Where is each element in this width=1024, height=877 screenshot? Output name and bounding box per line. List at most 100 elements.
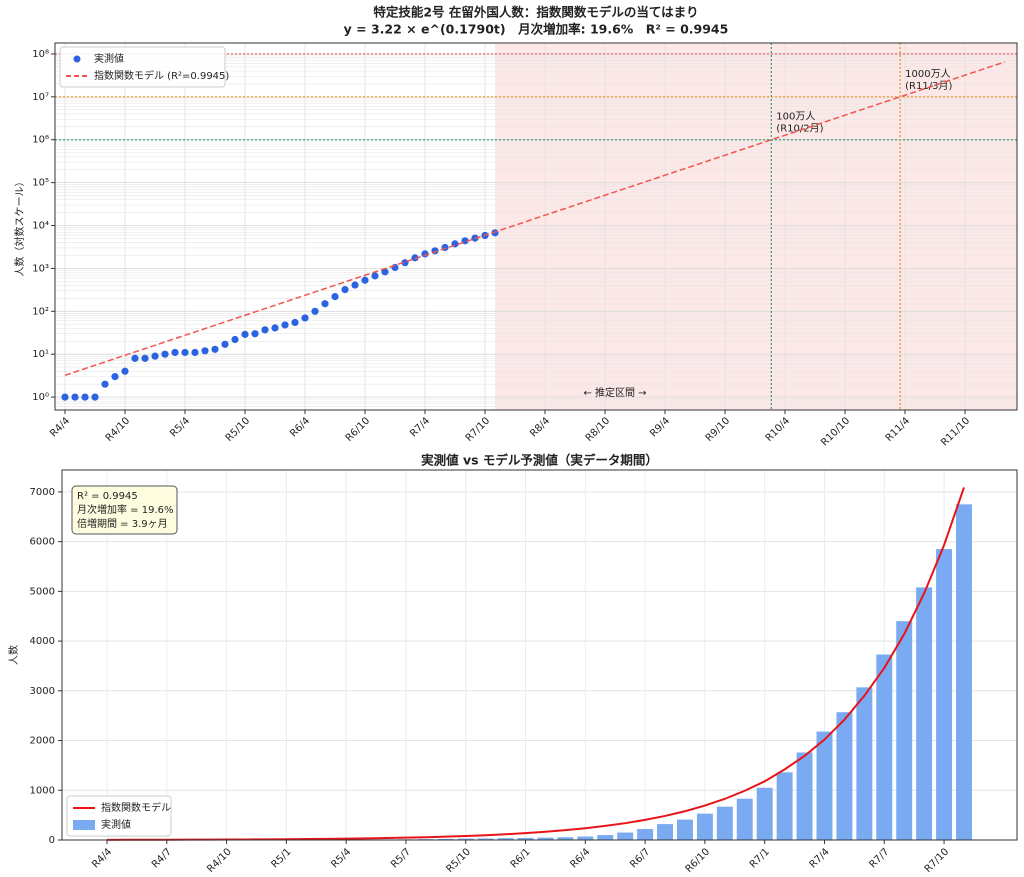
bar (776, 772, 793, 840)
bar (936, 549, 953, 840)
data-point (191, 348, 199, 357)
bar (637, 829, 654, 840)
bar (617, 832, 634, 840)
model-line (64, 61, 1006, 377)
stats-box (71, 485, 178, 535)
y-tick-label: 10⁷ (32, 92, 49, 103)
chart-subtitle: y = 3.22 × e^(0.1790t) 月次増加率: 19.6% R² =… (344, 22, 729, 37)
data-point (281, 321, 289, 329)
bar (557, 837, 574, 840)
x-tick-label: R4/4 (90, 846, 114, 870)
x-tick-label: R4/10 (104, 415, 133, 444)
y-tick-label: 10¹ (32, 349, 49, 360)
x-tick-label: R11/10 (939, 415, 972, 448)
y-axis-label: 人数 (7, 645, 20, 665)
stats-line: 月次増加率 = 19.6% (77, 503, 174, 516)
region-label: ← 推定区間 → (583, 386, 646, 399)
y-tick-label: 3000 (30, 686, 55, 697)
data-point (421, 250, 429, 258)
x-tick-label: R10/4 (764, 415, 793, 444)
x-tick-label: R6/7 (628, 846, 652, 870)
data-point (381, 268, 389, 276)
x-tick-label: R9/4 (648, 415, 672, 439)
y-tick-label: 10² (32, 306, 49, 317)
bar (577, 836, 594, 840)
data-point (371, 272, 379, 280)
x-tick-label: R5/10 (444, 846, 473, 875)
bar (457, 838, 474, 840)
y-tick-label: 10⁵ (32, 178, 49, 189)
data-point (361, 276, 369, 284)
legend-marker (73, 55, 81, 63)
bar (956, 504, 972, 840)
data-point (231, 335, 239, 344)
x-tick-label: R8/10 (584, 415, 613, 444)
y-tick-label: 7000 (30, 487, 55, 498)
model-line (106, 487, 965, 841)
x-tick-label: R7/4 (808, 846, 832, 870)
data-point (61, 393, 69, 401)
x-tick-label: R4/10 (205, 846, 234, 875)
data-point (321, 300, 329, 308)
x-tick-label: R6/10 (344, 415, 373, 444)
data-point (291, 318, 299, 327)
plot-frame (54, 42, 1018, 411)
bar (657, 824, 674, 840)
legend-label: 実測値 (94, 52, 124, 65)
legend-label: 実測値 (101, 818, 131, 831)
bar (836, 712, 853, 840)
data-point (341, 286, 349, 294)
bar (676, 819, 693, 840)
data-point (211, 345, 219, 353)
x-tick-label: R6/4 (288, 415, 312, 439)
y-tick-label: 6000 (30, 537, 55, 548)
crossing-label: 1000万人 (905, 68, 950, 80)
data-point (221, 340, 229, 348)
legend-label: 指数関数モデル (101, 801, 171, 814)
x-tick-label: R5/1 (270, 846, 294, 870)
data-point (311, 307, 319, 315)
x-tick-label: R7/7 (867, 846, 891, 870)
bar (517, 837, 534, 840)
x-tick-label: R4/4 (48, 415, 72, 439)
estimate-region (495, 43, 1017, 410)
data-point (251, 330, 259, 338)
data-point (111, 373, 119, 381)
crossing-label: 100万人 (776, 111, 815, 123)
y-axis-label: 人数（対数スケール） (13, 177, 26, 277)
y-tick-label: 5000 (30, 586, 55, 597)
y-tick-label: 10⁸ (32, 49, 49, 60)
x-tick-label: R4/7 (150, 846, 174, 870)
x-tick-label: R7/10 (464, 415, 493, 444)
bar (896, 621, 913, 840)
stats-line: 倍増期間 = 3.9ヶ月 (77, 517, 168, 530)
x-tick-label: R10/10 (819, 415, 852, 448)
y-tick-label: 2000 (30, 736, 55, 747)
data-point (351, 281, 359, 289)
x-tick-label: R11/4 (884, 415, 913, 444)
x-tick-label: R8/4 (528, 415, 552, 439)
data-point (71, 393, 79, 401)
bar (477, 838, 494, 840)
bar (876, 654, 893, 840)
x-tick-label: R7/4 (408, 415, 432, 439)
bar (497, 838, 514, 840)
data-point (81, 393, 89, 401)
bar (756, 787, 773, 840)
bar (736, 798, 753, 840)
legend-box (59, 46, 226, 88)
data-point (151, 352, 159, 360)
bar (537, 837, 554, 840)
bar (856, 687, 873, 840)
data-point (101, 380, 109, 388)
data-point (91, 393, 99, 401)
y-tick-label: 0 (49, 835, 55, 846)
data-point (201, 347, 209, 355)
bar (816, 731, 833, 840)
legend-label: 指数関数モデル (R²=0.9945) (94, 69, 229, 82)
stats-line: R² = 0.9945 (77, 491, 138, 502)
x-tick-label: R5/10 (224, 415, 253, 444)
bar (696, 813, 713, 840)
data-point (131, 354, 139, 362)
